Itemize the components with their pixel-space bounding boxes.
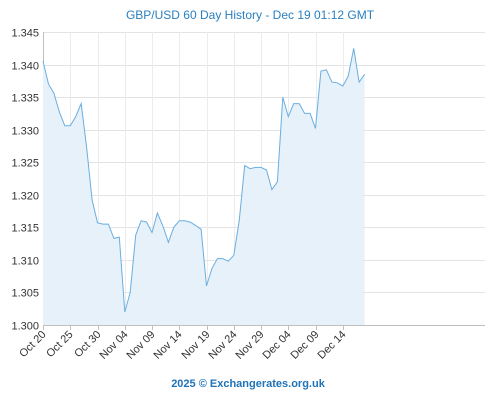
source-footer: 2025 © Exchangerates.org.uk xyxy=(171,378,326,390)
x-tick-label: Dec 09 xyxy=(288,329,321,362)
data-point xyxy=(319,69,323,73)
series-line xyxy=(42,48,366,313)
y-tick-label: 1.345 xyxy=(11,28,39,40)
data-point xyxy=(134,233,138,237)
data-point xyxy=(74,115,78,119)
y-axis-ticks: 1.300 1.305 1.310 1.315 1.320 1.325 1.330 1.335… xyxy=(11,28,39,333)
data-point xyxy=(248,167,252,171)
data-point xyxy=(330,80,334,84)
data-point xyxy=(324,68,328,72)
y-tick-label: 1.305 xyxy=(11,288,39,300)
data-point xyxy=(188,220,192,224)
data-point xyxy=(254,165,258,169)
data-point xyxy=(128,290,132,294)
data-point xyxy=(210,266,214,270)
x-tick-label: Dec 04 xyxy=(260,329,293,362)
data-point xyxy=(112,236,116,240)
data-point xyxy=(275,180,279,184)
x-tick-label: Oct 20 xyxy=(17,329,48,360)
data-point xyxy=(183,219,187,223)
x-tick-label: Nov 14 xyxy=(151,329,184,362)
data-point xyxy=(63,124,67,128)
y-tick-label: 1.340 xyxy=(11,61,39,73)
y-tick-label: 1.325 xyxy=(11,158,39,170)
data-point xyxy=(101,222,105,226)
data-point xyxy=(194,223,198,227)
data-point xyxy=(161,224,165,228)
data-point xyxy=(286,115,290,119)
data-point xyxy=(221,257,225,261)
data-point xyxy=(150,231,154,235)
y-tick-label: 1.330 xyxy=(11,126,39,138)
x-tick-label: Nov 19 xyxy=(179,329,212,362)
data-point xyxy=(155,211,159,215)
data-point xyxy=(357,80,361,84)
y-tick-label: 1.310 xyxy=(11,256,39,268)
data-point xyxy=(41,59,45,63)
data-point xyxy=(177,219,181,223)
data-point xyxy=(166,240,170,244)
data-point xyxy=(297,102,301,106)
data-point xyxy=(352,46,356,50)
data-point xyxy=(172,225,176,229)
data-point xyxy=(57,110,61,114)
data-point xyxy=(139,219,143,223)
data-point xyxy=(85,145,89,149)
data-point xyxy=(363,72,367,76)
y-tick-label: 1.320 xyxy=(11,191,39,203)
data-point xyxy=(303,111,307,115)
x-tick-label: Nov 09 xyxy=(124,329,157,362)
data-point xyxy=(52,91,56,95)
data-point xyxy=(270,188,274,192)
data-point xyxy=(205,284,209,288)
data-point xyxy=(79,102,83,106)
area-fill xyxy=(43,48,365,326)
y-tick-label: 1.335 xyxy=(11,93,39,105)
data-point xyxy=(308,111,312,115)
data-point xyxy=(199,227,203,231)
data-point xyxy=(226,259,230,263)
data-point xyxy=(346,74,350,78)
data-point xyxy=(281,95,285,99)
data-point xyxy=(243,164,247,168)
x-tick-label: Nov 24 xyxy=(206,329,239,362)
data-point xyxy=(232,253,236,257)
data-point xyxy=(335,81,339,85)
data-point xyxy=(215,257,219,261)
data-point xyxy=(117,235,121,239)
data-point xyxy=(314,126,318,130)
x-tick-label: Dec 14 xyxy=(315,329,348,362)
data-point xyxy=(237,219,241,223)
data-point xyxy=(68,124,72,128)
data-point xyxy=(292,102,296,106)
data-point xyxy=(96,221,100,225)
chart-title: GBP/USD 60 Day History - Dec 19 01:12 GM… xyxy=(126,8,375,22)
data-point xyxy=(265,168,269,172)
data-point xyxy=(259,165,263,169)
x-tick-label: Nov 29 xyxy=(233,329,266,362)
data-point xyxy=(145,220,149,224)
y-tick-label: 1.300 xyxy=(11,321,39,333)
data-point xyxy=(47,82,51,86)
y-tick-label: 1.315 xyxy=(11,223,39,235)
data-point xyxy=(123,310,127,314)
data-point xyxy=(341,84,345,88)
x-tick-label: Oct 25 xyxy=(44,329,75,360)
data-point xyxy=(90,198,94,202)
data-point xyxy=(106,222,110,226)
plot-area xyxy=(41,46,367,326)
x-tick-label: Nov 04 xyxy=(97,329,130,362)
